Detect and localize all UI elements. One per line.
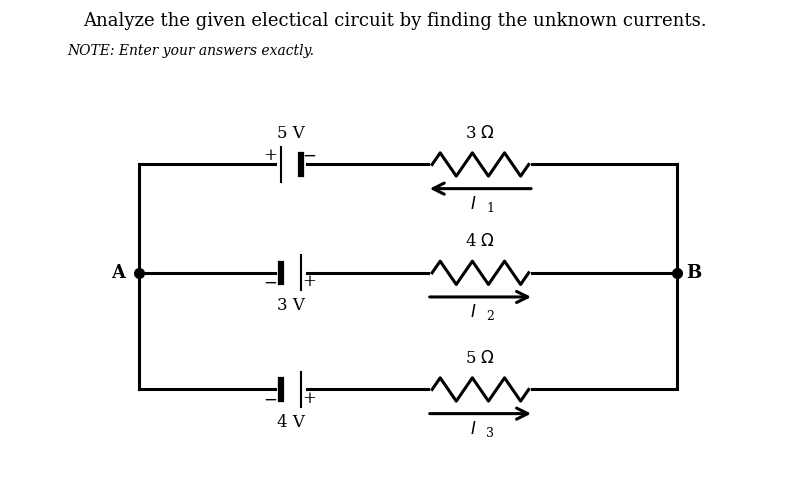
Text: A: A xyxy=(111,264,126,282)
Text: $-$: $-$ xyxy=(263,390,277,407)
Text: 2: 2 xyxy=(487,310,495,323)
Text: 3 $\Omega$: 3 $\Omega$ xyxy=(465,124,495,141)
Text: 5 V: 5 V xyxy=(277,124,305,141)
Text: B: B xyxy=(686,264,702,282)
Text: 1: 1 xyxy=(487,202,495,215)
Text: +: + xyxy=(302,390,316,407)
Text: $-$: $-$ xyxy=(302,147,316,164)
Text: $-$: $-$ xyxy=(263,273,277,291)
Text: NOTE: Enter your answers exactly.: NOTE: Enter your answers exactly. xyxy=(67,44,314,58)
Text: +: + xyxy=(302,273,316,291)
Text: 4 V: 4 V xyxy=(277,414,305,431)
Text: Analyze the given electical circuit by finding the unknown currents.: Analyze the given electical circuit by f… xyxy=(83,12,707,30)
Text: $I$: $I$ xyxy=(470,421,476,438)
Text: +: + xyxy=(263,147,277,164)
Text: 4 $\Omega$: 4 $\Omega$ xyxy=(465,233,495,250)
Text: 3: 3 xyxy=(487,427,495,440)
Text: 5 $\Omega$: 5 $\Omega$ xyxy=(465,350,495,367)
Text: $I$: $I$ xyxy=(470,305,476,321)
Text: 3 V: 3 V xyxy=(277,297,305,314)
Text: $I$: $I$ xyxy=(470,196,476,213)
